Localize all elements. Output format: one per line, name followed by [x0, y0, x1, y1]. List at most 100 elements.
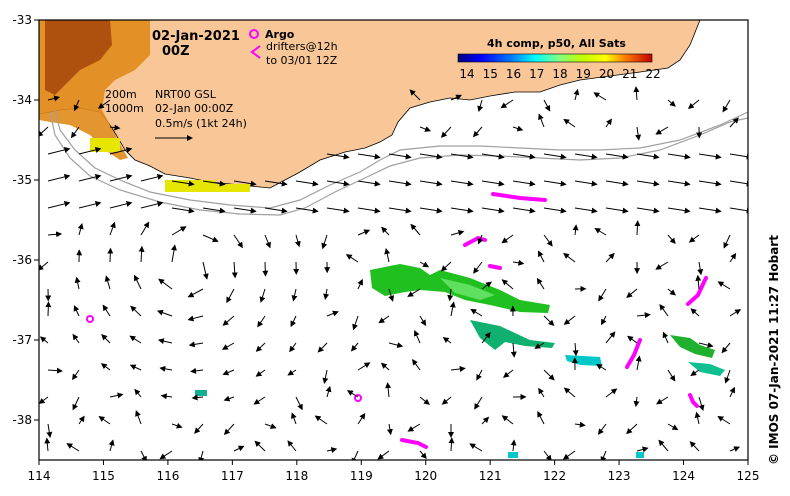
current-arrow — [471, 309, 482, 316]
current-arrow — [190, 343, 203, 345]
current-arrow — [195, 424, 203, 433]
x-tick-label: 117 — [221, 469, 244, 483]
current-arrow — [723, 100, 730, 112]
x-tick-label: 114 — [28, 469, 51, 483]
current-arrow — [668, 424, 678, 430]
current-arrow — [565, 316, 576, 324]
current-arrow — [606, 208, 628, 211]
current-arrow — [136, 411, 141, 424]
current-arrow — [296, 181, 318, 184]
current-arrow — [106, 276, 110, 289]
current-arrow — [110, 249, 111, 262]
current-arrow — [77, 278, 79, 289]
current-arrow — [347, 255, 358, 262]
current-arrow — [130, 336, 141, 343]
current-arrow — [659, 440, 668, 451]
colorbar-tick-label: 18 — [552, 67, 567, 81]
current-arrow — [575, 424, 585, 425]
current-arrow — [189, 289, 204, 297]
current-arrow — [477, 370, 482, 380]
current-arrow — [474, 262, 482, 273]
current-arrow — [379, 316, 389, 323]
current-arrow — [479, 100, 482, 111]
current-arrow — [358, 230, 369, 235]
current-arrow — [537, 279, 544, 289]
current-arrow — [389, 424, 391, 434]
current-arrow — [451, 438, 452, 451]
current-arrow — [668, 235, 675, 243]
current-arrow — [544, 208, 566, 211]
x-tick-label: 116 — [156, 469, 179, 483]
current-arrow — [261, 289, 265, 302]
current-arrow — [544, 154, 566, 157]
current-arrow — [502, 280, 513, 289]
current-arrow — [200, 451, 203, 463]
current-arrow — [103, 305, 110, 316]
current-arrow — [575, 181, 597, 184]
current-arrow — [474, 127, 482, 137]
current-arrow — [691, 370, 699, 375]
current-arrow — [575, 154, 597, 157]
current-arrow — [690, 442, 699, 451]
current-arrow — [48, 302, 49, 316]
current-arrow — [606, 332, 615, 343]
argo-floats — [87, 316, 361, 401]
current-arrow — [722, 343, 730, 353]
current-arrow — [627, 289, 637, 297]
current-arrow — [594, 93, 606, 100]
current-arrow — [292, 413, 296, 424]
current-arrow — [690, 235, 699, 242]
current-arrow — [223, 343, 234, 349]
current-arrow — [131, 306, 141, 316]
current-arrow — [352, 343, 358, 351]
y-tick-label: -36 — [12, 253, 32, 267]
current-arrow — [602, 316, 607, 324]
current-arrow — [358, 208, 380, 211]
colorbar-tick-label: 15 — [483, 67, 498, 81]
current-arrow — [544, 181, 566, 184]
current-arrow — [699, 154, 721, 157]
y-tick-label: -33 — [12, 13, 32, 27]
current-arrow — [564, 119, 575, 127]
current-arrow — [660, 305, 668, 316]
current-arrow — [48, 203, 69, 208]
current-arrow — [389, 154, 411, 157]
x-tick-label: 125 — [737, 469, 760, 483]
current-arrow — [159, 340, 172, 343]
current-arrow — [73, 335, 79, 343]
current-arrow — [234, 446, 244, 451]
current-arrow — [48, 176, 69, 181]
current-arrow — [668, 154, 690, 157]
current-arrow — [408, 424, 420, 431]
current-arrow — [575, 343, 576, 355]
current-arrow — [657, 397, 668, 404]
current-arrow — [389, 343, 402, 346]
current-arrow — [513, 343, 514, 357]
current-arrow — [513, 262, 523, 264]
current-arrow — [606, 119, 611, 127]
current-arrow — [451, 181, 473, 184]
current-arrow — [656, 262, 668, 269]
colorbar-tick-label: 16 — [506, 67, 521, 81]
current-arrow — [470, 444, 482, 451]
current-arrow — [628, 336, 637, 343]
current-arrow — [730, 447, 739, 451]
current-arrow — [354, 316, 359, 329]
current-arrow — [544, 100, 550, 111]
current-arrow — [327, 449, 336, 451]
x-tick-label: 120 — [414, 469, 437, 483]
colorbar-tick-label: 20 — [599, 67, 614, 81]
current-arrow — [656, 127, 668, 134]
x-tick-label: 122 — [543, 469, 566, 483]
current-arrow — [352, 451, 358, 463]
current-arrow — [160, 451, 172, 459]
current-arrow — [389, 208, 411, 211]
current-arrow — [290, 343, 296, 351]
colorbar — [458, 54, 652, 62]
current-arrow — [223, 316, 234, 325]
current-arrow — [382, 363, 389, 370]
current-arrow — [72, 127, 80, 137]
current-arrow — [606, 181, 628, 184]
current-arrow — [110, 440, 113, 451]
